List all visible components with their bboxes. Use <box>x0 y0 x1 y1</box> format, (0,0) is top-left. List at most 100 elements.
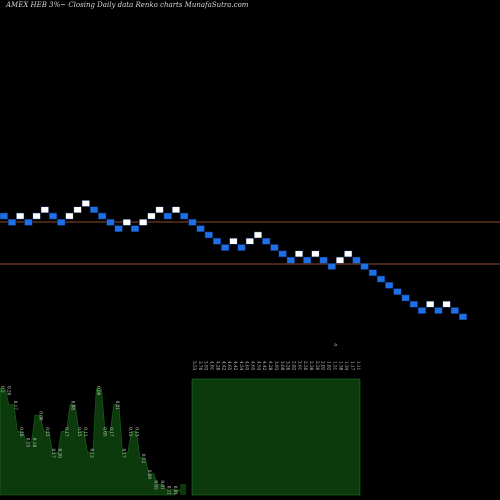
volume-value-label: 1.34 <box>344 361 349 371</box>
volume-value-label: 1.11 <box>356 361 361 371</box>
volume-value-label: 4.54 <box>239 361 244 371</box>
volume-value-label: 0.17 <box>122 449 127 459</box>
volume-value-label: 0.20 <box>58 449 63 459</box>
volume-value-label: 0.08 <box>38 411 43 421</box>
volume-value-label: 0.18 <box>32 438 37 448</box>
renko-brick-up <box>294 250 304 258</box>
renko-brick-down <box>48 212 58 220</box>
volume-value-label: 4.42 <box>262 361 267 371</box>
renko-brick-down <box>458 313 468 321</box>
renko-brick-down <box>57 219 66 226</box>
volume-value-label: 4.54 <box>256 361 261 371</box>
volume-value-label: 4.42 <box>221 361 226 371</box>
renko-brick-up <box>253 231 263 239</box>
volume-value-label: 0.12 <box>90 449 95 459</box>
renko-brick-down <box>401 294 410 302</box>
volume-value-label: 0.05 <box>102 427 107 437</box>
renko-brick-down <box>221 244 230 251</box>
renko-brick-up <box>147 212 156 220</box>
volume-value-label: 4.65 <box>251 361 256 371</box>
volume-value-label: 0.20 <box>6 386 11 396</box>
volume-value-label: 4.65 <box>245 361 250 371</box>
volume-value-label: 0.17 <box>64 427 69 437</box>
renko-brick-up <box>139 219 148 226</box>
volume-value-label: 0.21 <box>115 401 120 411</box>
volume-area <box>0 378 361 496</box>
renko-brick-down <box>352 256 361 264</box>
renko-brick-up <box>40 206 49 214</box>
chart-title: AMEX HEB 3%~ Closing Daily data Renko ch… <box>6 1 249 9</box>
renko-brick-down <box>130 225 140 232</box>
renko-brick-up <box>81 200 90 207</box>
renko-brick-up <box>426 300 435 308</box>
renko-brick-down <box>98 212 107 220</box>
volume-value-label: 4.28 <box>215 361 220 371</box>
volume-value-label: 2.02 <box>321 361 326 371</box>
volume-value-label: 3.93 <box>204 361 209 371</box>
volume-value-label: 4.28 <box>268 361 273 371</box>
volume-value-label: 0.09 <box>96 386 101 396</box>
renko-brick-down <box>376 275 386 283</box>
volume-value-label: 0.17 <box>51 449 56 459</box>
volume-value-label: 1.17 <box>350 361 355 371</box>
renko-brick-down <box>450 307 459 314</box>
renko-brick-down <box>327 263 336 270</box>
renko-brick-down <box>409 300 418 308</box>
renko-brick-down <box>7 219 17 226</box>
volume-value-label: 2.38 <box>309 361 314 371</box>
renko-brick-down <box>385 282 394 289</box>
renko-brick-down <box>393 288 402 295</box>
volume-value-label: 2.61 <box>297 361 302 371</box>
volume-value-label: 0.13 <box>134 427 139 437</box>
renko-brick-up <box>335 256 345 264</box>
renko-brick-up <box>344 250 353 258</box>
renko-brick-down <box>270 244 279 251</box>
renko-brick-down <box>286 256 295 264</box>
volume-value-label: 3.60 <box>280 361 285 371</box>
volume-value-label: 0.18 <box>19 427 24 437</box>
renko-brick-down <box>204 231 213 239</box>
volume-value-label: 0.09 <box>147 470 152 480</box>
renko-brick-down <box>0 212 8 220</box>
volume-value-label: 1.51 <box>332 361 337 371</box>
renko-brick-down <box>180 212 189 220</box>
renko-brick-up <box>65 212 74 220</box>
renko-brick-up <box>16 212 25 220</box>
renko-brick-up <box>171 206 181 214</box>
renko-brick-down <box>360 263 369 270</box>
volume-bar <box>180 484 186 495</box>
renko-brick-down <box>237 244 246 251</box>
volume-value-label: 0.08 <box>70 401 75 411</box>
volume-value-label: 0.12 <box>141 454 146 464</box>
volume-value-label: 0.15 <box>77 427 82 437</box>
renko-brick-down <box>114 225 123 232</box>
renko-brick-up <box>155 206 164 214</box>
renko-bricks <box>0 200 468 321</box>
volume-value-label: 0.15 <box>26 438 31 448</box>
renko-brick-down <box>278 250 287 258</box>
renko-brick-up <box>311 250 320 258</box>
renko-brick-down <box>262 237 271 245</box>
volume-value-label: 0.01 <box>160 480 165 490</box>
renko-brick-down <box>417 307 427 314</box>
volume-value-label: 1.38 <box>338 361 343 371</box>
volume-value-label: 0.11 <box>166 486 171 496</box>
volume-labels: 3.53 3.76 3.93 4.01 4.28 4.42 4.65 4.42 4.54 4.65… <box>0 361 361 495</box>
volume-value-label: 3.76 <box>198 361 203 371</box>
volume-value-label: 0.13 <box>83 427 88 437</box>
volume-value-label: 0.2 <box>0 386 5 393</box>
renko-brick-down <box>303 256 312 264</box>
renko-brick-up <box>73 206 82 214</box>
renko-brick-down <box>319 256 328 264</box>
marker-label: a <box>334 342 337 348</box>
volume-value-label: 3.53 <box>192 361 197 371</box>
renko-brick-down <box>188 219 197 226</box>
volume-value-label: 4.01 <box>210 361 215 371</box>
volume-value-label: 4.42 <box>233 361 238 371</box>
volume-value-label: 0.17 <box>13 401 18 411</box>
volume-value-label: 2.56 <box>303 361 308 371</box>
renko-brick-up <box>122 219 131 226</box>
volume-value-label: 0.17 <box>109 427 114 437</box>
renko-brick-up <box>245 237 254 245</box>
